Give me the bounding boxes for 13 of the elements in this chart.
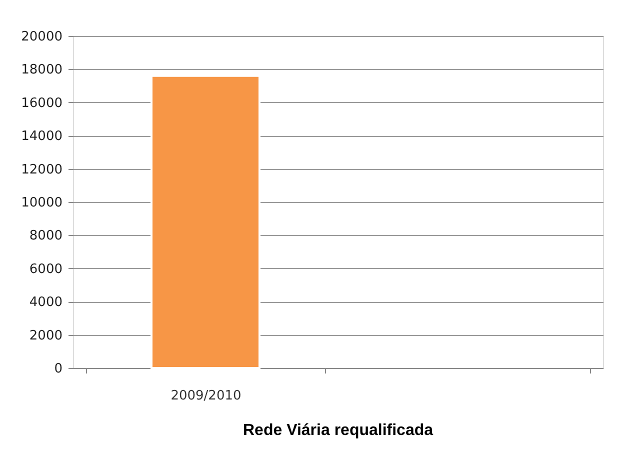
y-tick-label: 8000 — [29, 228, 62, 244]
y-tick-label: 16000 — [21, 96, 62, 111]
y-tick-label: 4000 — [29, 295, 62, 310]
y-tick-label: 20000 — [21, 30, 62, 44]
x-tick-label: 2009/2010 — [170, 388, 242, 404]
text: Rede Viária requalificada — [242, 422, 434, 439]
y-tick-label: 0 — [54, 362, 62, 376]
y-tick-label: 6000 — [29, 262, 62, 277]
y-tick-label: 12000 — [21, 162, 62, 178]
y-tick-label: 14000 — [21, 129, 62, 144]
y-tick-label: 18000 — [21, 62, 62, 78]
y-tick-label: 10000 — [21, 196, 62, 210]
y-tick-label: 2000 — [29, 328, 62, 344]
